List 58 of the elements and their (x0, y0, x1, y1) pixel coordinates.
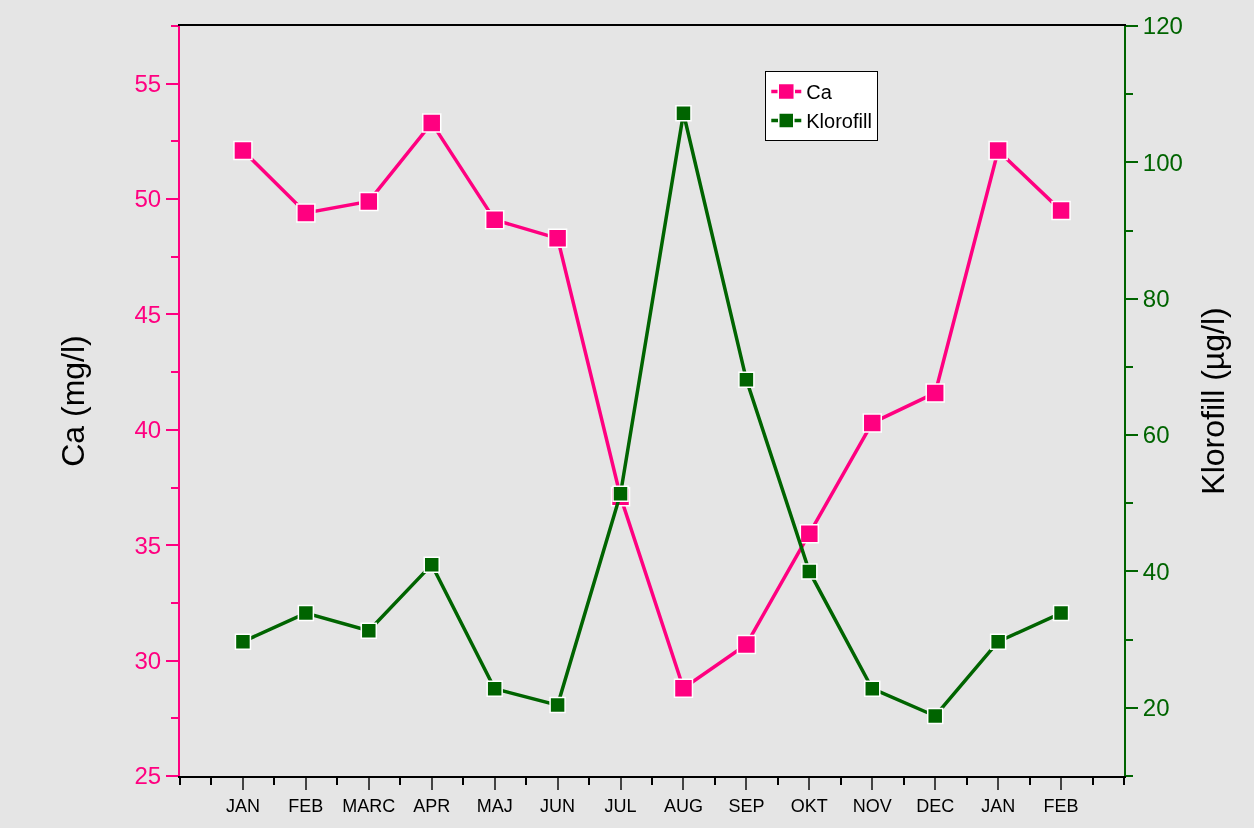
point (738, 371, 755, 389)
x-tick-label: OKT (790, 795, 828, 816)
point (989, 633, 1007, 650)
point (234, 633, 252, 650)
point (296, 203, 316, 223)
point (1052, 604, 1070, 622)
point (801, 563, 818, 580)
point (484, 210, 505, 230)
point (862, 413, 883, 433)
point (675, 105, 692, 122)
point (864, 680, 881, 697)
x-tick-label: MARC (342, 795, 396, 816)
point (421, 113, 442, 133)
point (423, 556, 440, 573)
x-tick-label: JUL (604, 795, 637, 816)
x-tick-label: MAJ (476, 795, 513, 816)
x-tick-label: SEP (728, 795, 765, 816)
y2-tick-label: 20 (1142, 694, 1170, 722)
x-tick-label: JAN (225, 795, 260, 816)
y-tick-label: 35 (134, 531, 162, 559)
point (233, 140, 253, 161)
x-tick-label: FEB (1043, 795, 1079, 816)
point (359, 191, 379, 212)
point (549, 696, 566, 714)
x-tick-label: DEC (916, 795, 955, 816)
x-tick-label: JUN (540, 795, 576, 816)
point (736, 634, 757, 655)
y-tick-label: 30 (134, 647, 162, 675)
y-tick-label: 50 (134, 185, 162, 213)
point (547, 228, 568, 249)
point (360, 622, 378, 640)
y-axis-title: Ca (mg/l) (55, 335, 92, 467)
point (297, 604, 315, 622)
point (612, 485, 629, 502)
y2-tick-label: 100 (1142, 148, 1183, 176)
y-tick-label: 40 (134, 416, 162, 444)
point (1051, 200, 1071, 221)
y2-tick-label: 40 (1142, 557, 1170, 585)
point (799, 523, 820, 544)
legend-label: Ca (806, 81, 833, 104)
x-tick-label: FEB (288, 795, 324, 816)
point (926, 707, 944, 725)
y2-tick-label: 80 (1142, 285, 1170, 313)
y-tick-label: 55 (134, 70, 162, 98)
x-tick-label: AUG (663, 795, 703, 816)
x-tick-label: JAN (981, 795, 1016, 816)
point (486, 680, 503, 697)
point (925, 383, 945, 403)
y2-tick-label: 60 (1142, 421, 1170, 449)
y2-tick-label: 120 (1142, 12, 1183, 40)
point (988, 140, 1008, 161)
point (673, 678, 694, 699)
y2-axis-title: Klorofill (µg/l) (1195, 307, 1232, 495)
y-tick-label: 45 (134, 300, 162, 328)
y-tick-label: 25 (134, 762, 162, 790)
x-tick-label: NOV (852, 795, 892, 816)
x-tick-label: APR (413, 795, 451, 816)
legend-label: Klorofill (806, 110, 872, 133)
